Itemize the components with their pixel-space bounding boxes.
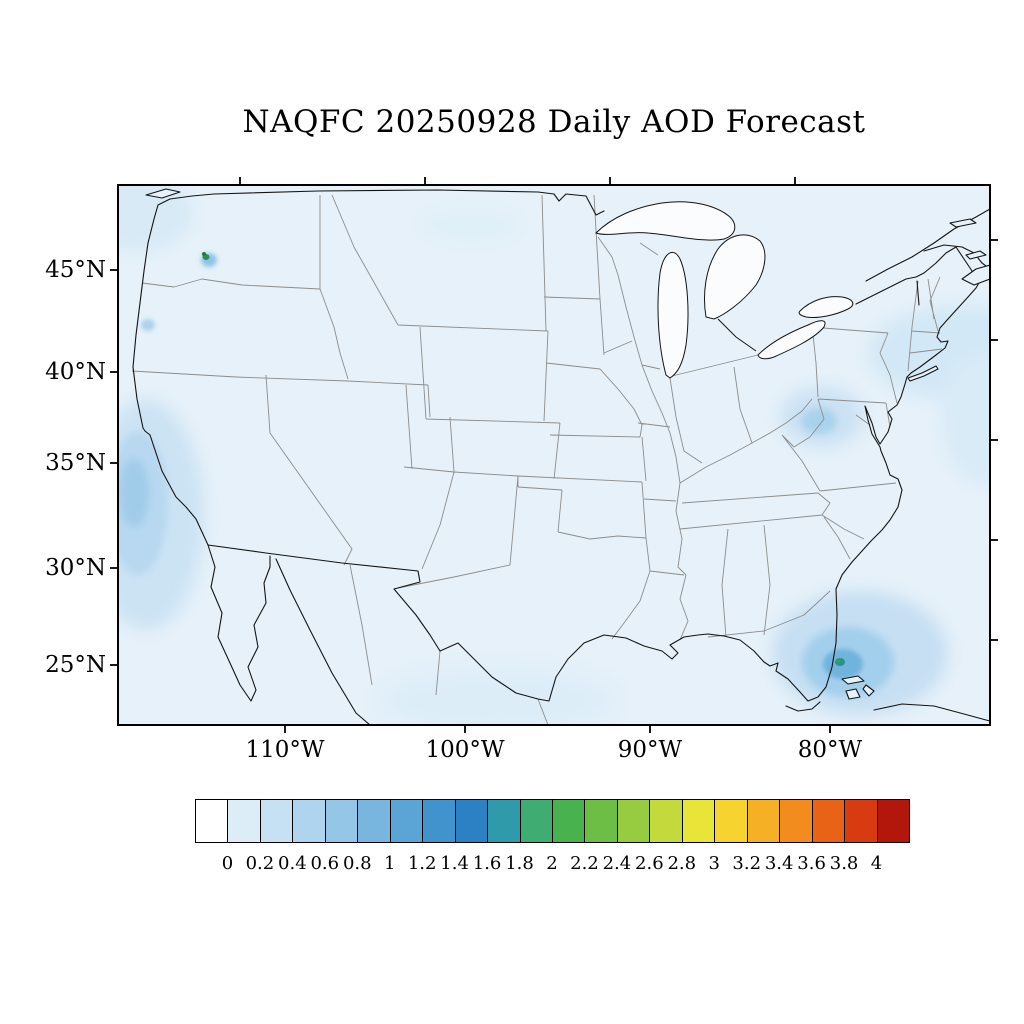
colorbar-cell bbox=[616, 799, 651, 843]
colorbar-tick-label: 1.8 bbox=[505, 853, 534, 874]
florida-aod-core-green bbox=[835, 658, 841, 663]
colorbar-tick-label: 3.8 bbox=[829, 853, 859, 874]
colorbar-cell bbox=[422, 799, 456, 843]
detroit-river bbox=[717, 318, 757, 352]
colorbar-cell bbox=[844, 799, 878, 843]
florida-keys bbox=[785, 701, 821, 712]
nova-scotia bbox=[961, 264, 990, 286]
colorbar-tick-label: 0.8 bbox=[342, 853, 372, 874]
colorbar-cell bbox=[519, 799, 553, 843]
lake-huron bbox=[704, 234, 766, 320]
lake-erie bbox=[757, 320, 826, 360]
canada-border bbox=[169, 189, 605, 216]
lake-ontario bbox=[798, 296, 854, 318]
colorbar-cell bbox=[649, 799, 683, 843]
bahamas-islands bbox=[841, 675, 875, 700]
colorbar-cell bbox=[259, 799, 294, 843]
anticosti-island bbox=[949, 218, 977, 228]
map-canvas bbox=[100, 167, 1008, 743]
us-coastline bbox=[132, 198, 981, 702]
prince-edward-island bbox=[965, 250, 987, 260]
colorbar-cell bbox=[227, 799, 261, 843]
page-title: NAQFC 20250928 Daily AOD Forecast bbox=[242, 104, 866, 140]
colorbar-tick-label: 1.2 bbox=[407, 853, 437, 874]
lat-label: 30°N bbox=[45, 555, 106, 581]
colorbar-tick-label: 0.2 bbox=[245, 853, 275, 874]
colorbar-cell bbox=[454, 799, 489, 843]
colorbar-cell bbox=[584, 799, 618, 843]
colorbar-tick-label: 3.2 bbox=[732, 853, 762, 874]
colorbar-cell bbox=[292, 799, 326, 843]
state-borders bbox=[131, 194, 943, 641]
lake-champlain bbox=[916, 280, 920, 306]
colorbar-tick-label: 2.2 bbox=[570, 853, 599, 874]
colorbar bbox=[195, 799, 910, 845]
colorbar-tick-label: 4 bbox=[870, 853, 883, 874]
mexico-coastline bbox=[207, 544, 371, 725]
lat-label: 25°N bbox=[45, 652, 106, 678]
lon-label: 110°W bbox=[245, 737, 325, 763]
lon-label: 100°W bbox=[425, 737, 505, 763]
lat-label: 45°N bbox=[45, 257, 106, 283]
mexico-state-borders bbox=[349, 564, 549, 725]
colorbar-tick-label: 0 bbox=[221, 853, 234, 874]
colorbar-tick-label: 1 bbox=[383, 853, 396, 874]
cuba-coastline bbox=[873, 703, 990, 722]
colorbar-tick-label: 0.4 bbox=[278, 853, 307, 874]
colorbar-cell bbox=[487, 799, 521, 843]
lat-label: 35°N bbox=[45, 450, 106, 476]
lon-label: 90°W bbox=[617, 737, 683, 763]
colorbar-tick-label: 1.4 bbox=[440, 853, 469, 874]
colorbar-tick-label: 2.6 bbox=[635, 853, 664, 874]
colorbar-tick-label: 0.6 bbox=[310, 853, 340, 874]
colorbar-cell bbox=[195, 799, 229, 843]
colorbar-tick-label: 3.4 bbox=[764, 853, 794, 874]
st-lawrence-north-shore bbox=[865, 208, 990, 282]
long-island bbox=[907, 365, 939, 382]
colorbar-cell bbox=[389, 799, 424, 843]
axis-ticks bbox=[110, 177, 998, 733]
forecast-map-svg bbox=[110, 177, 998, 733]
colorbar-tick-label: 3 bbox=[708, 853, 720, 874]
colorbar-cell bbox=[681, 799, 716, 843]
colorbar-cell bbox=[746, 799, 781, 843]
lon-label: 80°W bbox=[797, 737, 863, 763]
colorbar-tick-label: 1.6 bbox=[472, 853, 502, 874]
gaspe-coast bbox=[923, 244, 990, 270]
lake-superior bbox=[595, 201, 736, 241]
colorbar-tick-label: 3.6 bbox=[797, 853, 826, 874]
colorbar-cell bbox=[779, 799, 813, 843]
colorbar-cell bbox=[714, 799, 748, 843]
colorbar-tick-label: 2.8 bbox=[667, 853, 697, 874]
great-lakes bbox=[595, 201, 854, 379]
aod-field-blobs bbox=[118, 185, 990, 725]
lat-label: 40°N bbox=[45, 359, 106, 385]
colorbar-tick-label: 2 bbox=[546, 853, 558, 874]
colorbar-cell bbox=[876, 799, 910, 843]
colorbar-cell bbox=[552, 799, 586, 843]
map-frame bbox=[117, 184, 991, 726]
lake-michigan bbox=[657, 251, 689, 379]
colorbar-cell bbox=[324, 799, 359, 843]
coastlines bbox=[132, 188, 990, 725]
vancouver-island bbox=[145, 188, 181, 199]
colorbar-cell bbox=[357, 799, 391, 843]
colorbar-cell bbox=[811, 799, 846, 843]
colorbar-tick-label: 2.4 bbox=[602, 853, 632, 874]
